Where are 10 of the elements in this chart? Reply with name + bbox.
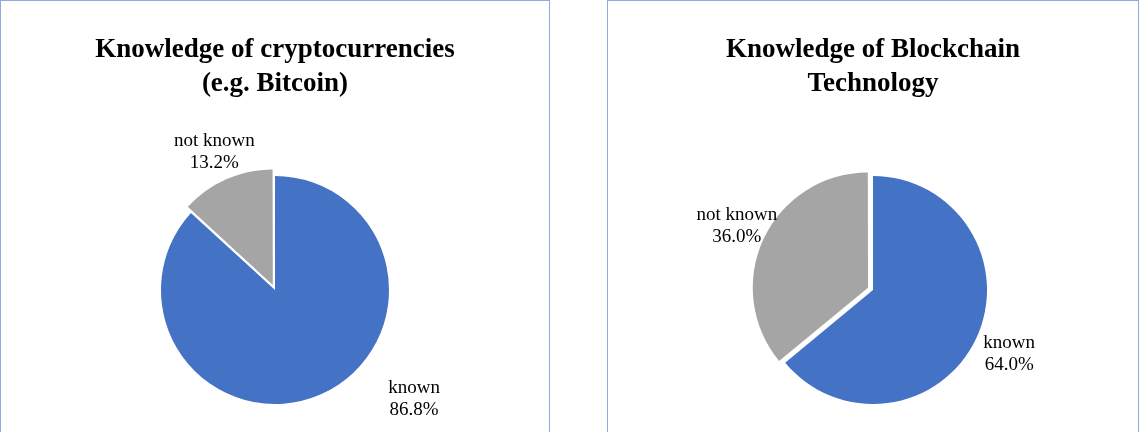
slice-label: not known bbox=[696, 202, 778, 224]
slice-label: known bbox=[388, 375, 441, 397]
slice-label: not known bbox=[174, 129, 256, 151]
data-label: 86.8% bbox=[389, 397, 439, 419]
slice-label: known bbox=[983, 331, 1036, 353]
data-label: 13.2% bbox=[189, 151, 240, 173]
chart-title: Knowledge of cryptocurrencies (e.g. Bitcoin) bbox=[94, 32, 456, 99]
data-label: 36.0% bbox=[712, 224, 762, 246]
chart-title: Knowledge of Blockchain Technology bbox=[725, 32, 1021, 99]
data-label: 64.0% bbox=[984, 353, 1034, 375]
